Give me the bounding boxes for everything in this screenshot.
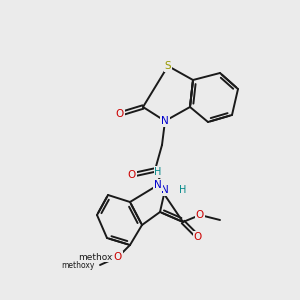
Text: H: H <box>154 167 162 177</box>
Text: N: N <box>161 185 169 195</box>
Text: H: H <box>179 185 187 195</box>
Text: O: O <box>194 232 202 242</box>
Text: O: O <box>128 170 136 180</box>
Text: O: O <box>196 210 204 220</box>
Text: methoxy: methoxy <box>78 253 118 262</box>
Text: N: N <box>161 116 169 126</box>
Text: N: N <box>154 180 162 190</box>
Text: S: S <box>165 61 171 71</box>
Text: O: O <box>116 109 124 119</box>
Text: O: O <box>114 252 122 262</box>
Text: methoxy: methoxy <box>61 260 95 269</box>
